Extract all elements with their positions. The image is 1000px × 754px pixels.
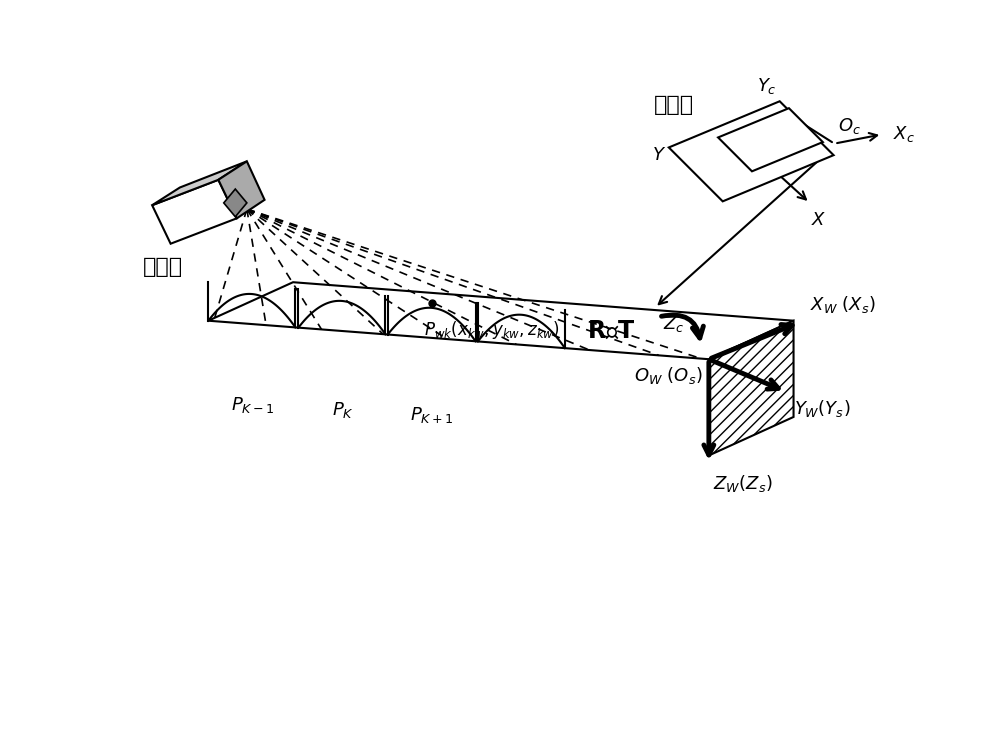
Polygon shape: [218, 161, 265, 219]
Text: $P_K$: $P_K$: [332, 400, 354, 420]
Polygon shape: [208, 282, 794, 359]
Polygon shape: [669, 101, 834, 201]
Text: $Y$: $Y$: [652, 146, 666, 164]
Polygon shape: [718, 108, 823, 171]
Text: $O_c$: $O_c$: [838, 116, 861, 136]
FancyArrowPatch shape: [662, 315, 703, 338]
Text: 摄像机: 摄像机: [654, 95, 694, 115]
Polygon shape: [224, 189, 247, 216]
Text: $X_W$ $(X_s)$: $X_W$ $(X_s)$: [810, 293, 876, 314]
Text: $Z_c$: $Z_c$: [663, 314, 684, 334]
Text: $Z_W(Z_s)$: $Z_W(Z_s)$: [713, 474, 772, 494]
Text: 投射器: 投射器: [143, 257, 183, 277]
Text: $O$: $O$: [760, 163, 776, 181]
Polygon shape: [709, 320, 794, 455]
Text: $P_{wk}$$(x_{kw},y_{kw},z_{kw})$: $P_{wk}$$(x_{kw},y_{kw},z_{kw})$: [424, 320, 560, 342]
Text: $P_{K-1}$: $P_{K-1}$: [231, 395, 274, 415]
Polygon shape: [152, 179, 237, 244]
Text: $P_{K+1}$: $P_{K+1}$: [410, 406, 453, 425]
Text: $X$: $X$: [811, 210, 827, 228]
Text: $Y_W(Y_s)$: $Y_W(Y_s)$: [794, 397, 850, 418]
Text: $Y_c$: $Y_c$: [757, 76, 776, 96]
Text: $X_c$: $X_c$: [893, 124, 915, 144]
Polygon shape: [152, 161, 247, 205]
Text: $\mathbf{R}$、$\mathbf{T}$: $\mathbf{R}$、$\mathbf{T}$: [587, 319, 635, 343]
Text: $O_W$ $(O_s)$: $O_W$ $(O_s)$: [634, 366, 703, 386]
